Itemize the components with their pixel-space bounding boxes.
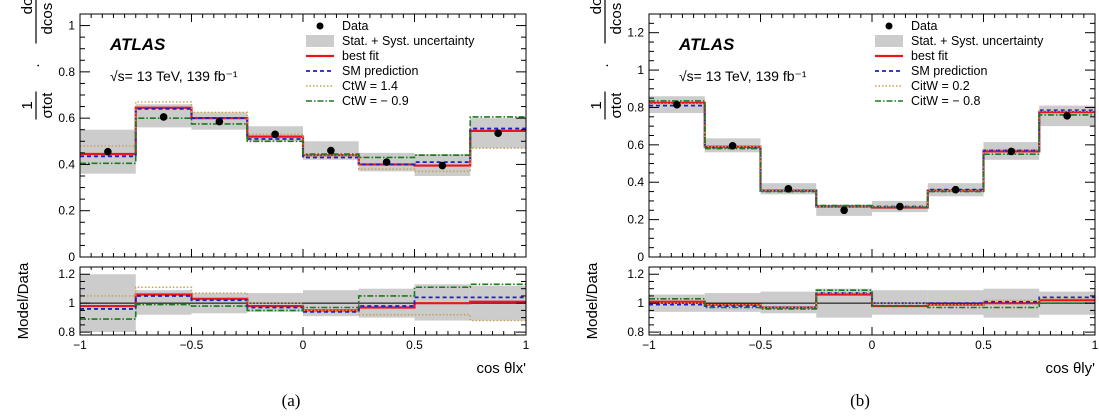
legend-label-best_fit: best fit — [342, 49, 379, 63]
x-tick-label: −1 — [73, 338, 87, 352]
ratio-uncertainty-band — [760, 291, 817, 314]
legend-label-c2: CtW = − 0.9 — [342, 94, 409, 108]
ratio-uncertainty-band — [704, 293, 761, 312]
x-axis-label: cos θly' — [1045, 360, 1095, 377]
series-line — [649, 103, 1095, 208]
ratio-y-tick-label: 0.8 — [58, 325, 75, 339]
legend-label-sm: SM prediction — [911, 64, 987, 78]
ratio-y-label: Model/Data — [15, 262, 32, 339]
legend-label-unc: Stat. + Syst. uncertainty — [911, 34, 1044, 48]
data-point — [215, 117, 224, 126]
x-tick-label: 0.5 — [975, 338, 992, 352]
atlas-label: ATLAS — [678, 35, 735, 54]
data-point — [673, 100, 681, 109]
legend-marker-data — [885, 22, 893, 30]
ratio-uncertainty-band — [247, 293, 303, 312]
energy-label: √s= 13 TeV, 139 fb⁻¹ — [679, 68, 807, 84]
data-point — [438, 161, 447, 170]
y-label-dcos: dcos θly' — [608, 0, 625, 34]
y-label-dsigma: dσ — [588, 0, 605, 14]
y-tick-label: 0 — [68, 250, 75, 264]
x-tick-label: −1 — [642, 338, 656, 352]
data-point — [104, 147, 112, 156]
x-tick-label: 0 — [869, 338, 876, 352]
ratio-y-tick-label: 1.2 — [58, 267, 75, 281]
y-tick-label: 0.8 — [58, 65, 75, 79]
y-axis-label: 1 σtot · dσ dcos θlx' — [19, 0, 56, 120]
x-tick-label: −0.5 — [180, 338, 204, 352]
data-point — [159, 113, 168, 121]
y-axis-label: 1 σtot · dσ dcos θly' — [588, 0, 625, 120]
data-point — [494, 129, 502, 137]
y-label-denominator: σtot — [39, 92, 56, 119]
y-tick-label: 1.2 — [627, 26, 644, 40]
y-tick-label: 0.6 — [627, 138, 644, 152]
ratio-y-tick-label: 1 — [637, 296, 644, 310]
legend-label-data: Data — [911, 19, 937, 33]
y-tick-label: 0.8 — [627, 100, 644, 114]
y-label-one: 1 — [588, 101, 605, 109]
data-point — [327, 146, 335, 155]
series-line — [80, 107, 526, 166]
data-point — [382, 158, 391, 166]
panel-caption: (b) — [850, 391, 870, 410]
energy-label: √s= 13 TeV, 139 fb⁻¹ — [110, 68, 238, 84]
y-tick-label: 0.6 — [58, 111, 75, 125]
data-point — [951, 185, 960, 194]
ratio-y-axis-label: Model/Data — [584, 262, 601, 339]
data-point — [1063, 112, 1071, 120]
legend-label-best_fit: best fit — [911, 49, 948, 63]
ratio-y-tick-label: 1.2 — [627, 267, 644, 281]
y-label-dot: · — [29, 63, 46, 68]
x-tick-label: 1 — [523, 338, 530, 352]
y-label-dot: · — [598, 63, 615, 68]
legend-label-sm: SM prediction — [342, 64, 418, 78]
y-label-one: 1 — [19, 101, 36, 109]
legend-label-c2: CitW = − 0.8 — [911, 94, 981, 108]
legend-label-unc: Stat. + Syst. uncertainty — [342, 34, 475, 48]
data-point — [784, 184, 793, 193]
legend-label-c1: CitW = 0.2 — [911, 79, 970, 93]
y-tick-label: 0.4 — [627, 175, 644, 189]
chart-panel-b: −1 −0.5 0 0.5 100.20.40.60.811.20.811.21 σtot… — [584, 0, 1099, 410]
ratio-y-axis-label: Model/Data — [15, 262, 32, 339]
data-point — [896, 202, 904, 211]
ratio-series-line — [80, 283, 526, 320]
y-label-dcos: dcos θlx' — [39, 0, 56, 34]
ratio-y-tick-label: 1 — [68, 296, 75, 310]
y-tick-label: 1 — [637, 63, 644, 77]
y-label-denominator: σtot — [608, 92, 625, 119]
ratio-y-tick-label: 0.8 — [627, 325, 644, 339]
y-tick-label: 0.2 — [58, 204, 75, 218]
atlas-label: ATLAS — [109, 35, 166, 54]
x-tick-label: 0 — [300, 338, 307, 352]
x-tick-label: 1 — [1092, 338, 1099, 352]
y-tick-label: 1 — [68, 19, 75, 33]
chart-panel-a: −1 −0.5 0 0.5 100.20.40.60.810.811.21 σtot·dσ… — [15, 0, 530, 410]
x-axis-label: cos θlx' — [476, 360, 526, 377]
ratio-series-line — [649, 292, 1095, 309]
x-tick-label: −0.5 — [749, 338, 773, 352]
data-point — [271, 130, 279, 139]
data-point — [840, 206, 848, 215]
legend-label-c1: CtW = 1.4 — [342, 79, 398, 93]
ratio-series-line — [649, 289, 1095, 310]
x-tick-label: 0.5 — [406, 338, 423, 352]
y-tick-label: 0.4 — [58, 157, 75, 171]
legend-label-data: Data — [342, 19, 368, 33]
panel-caption: (a) — [282, 391, 301, 410]
legend-swatch-band — [875, 35, 903, 47]
y-label-dsigma: dσ — [19, 0, 36, 14]
data-point — [728, 141, 737, 150]
y-tick-label: 0.2 — [627, 213, 644, 227]
ratio-y-label: Model/Data — [584, 262, 601, 339]
legend-swatch-band — [306, 35, 334, 47]
data-point — [1007, 147, 1016, 156]
y-tick-label: 0 — [637, 250, 644, 264]
legend-marker-data — [316, 22, 324, 30]
